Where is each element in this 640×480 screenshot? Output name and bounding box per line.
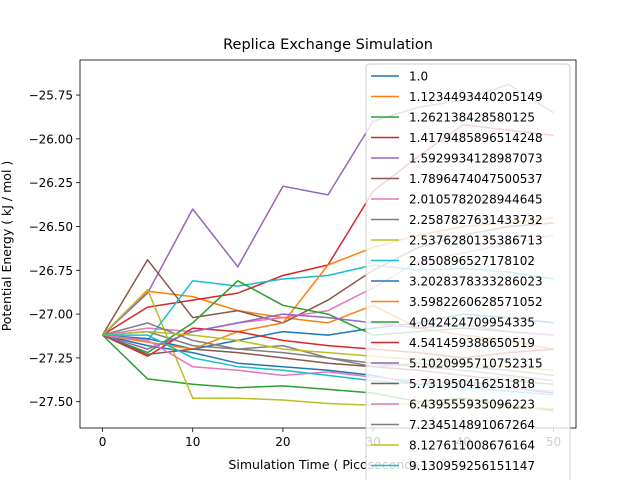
axes-frame: [79, 59, 577, 429]
y-tick-label: −27.25: [29, 351, 73, 365]
legend-label-12: 3.5982260628571052: [409, 295, 543, 309]
y-tick-label: −26.25: [29, 176, 73, 190]
y-tick-label: −27.00: [29, 308, 73, 322]
legend-label-10: 2.850896527178102: [409, 254, 535, 268]
y-tick-label: −26.00: [29, 132, 73, 146]
y-tick-label: −25.75: [29, 89, 73, 103]
y-tick-label: −26.75: [29, 264, 73, 278]
chart-title: Replica Exchange Simulation: [223, 37, 433, 53]
y-tick-label: −27.50: [29, 395, 73, 409]
legend-label-19: 8.127611008676164: [409, 439, 535, 453]
x-tick-label: 10: [185, 435, 200, 449]
legend-label-3: 1.262138428580125: [409, 111, 535, 125]
legend-label-1: 1.0: [409, 70, 428, 84]
legend: 1.0 1.1234493440205149 1.262138428580125 1.…: [365, 63, 571, 480]
legend-label-16: 5.731950416251818: [409, 377, 535, 391]
legend-label-4: 1.4179485896514248: [409, 131, 543, 145]
legend-label-15: 5.1020995710752315: [409, 357, 543, 371]
legend-label-2: 1.1234493440205149: [409, 90, 543, 104]
legend-label-8: 2.2587827631433732: [409, 213, 543, 227]
legend-label-18: 7.234514891067264: [409, 418, 535, 432]
legend-label-11: 3.2028378333286023: [409, 275, 543, 289]
x-tick-label: 20: [275, 435, 290, 449]
legend-label-13: 4.042424709954335: [409, 316, 535, 330]
axes-spines: [79, 59, 577, 429]
legend-box: [365, 63, 571, 480]
legend-label-14: 4.541459388650519: [409, 336, 535, 350]
legend-label-17: 6.439555935096223: [409, 398, 535, 412]
y-axis-label: Potential Energy ( kJ / mol ): [0, 161, 14, 332]
y-tick-label: −26.50: [29, 220, 73, 234]
legend-label-7: 2.0105782028944645: [409, 193, 543, 207]
legend-label-20: 9.130959256151147: [409, 459, 535, 473]
x-tick-label: 0: [99, 435, 107, 449]
legend-label-9: 2.5376280135386713: [409, 234, 543, 248]
legend-label-6: 1.7896474047500537: [409, 172, 543, 186]
legend-label-5: 1.5929934128987073: [409, 152, 543, 166]
